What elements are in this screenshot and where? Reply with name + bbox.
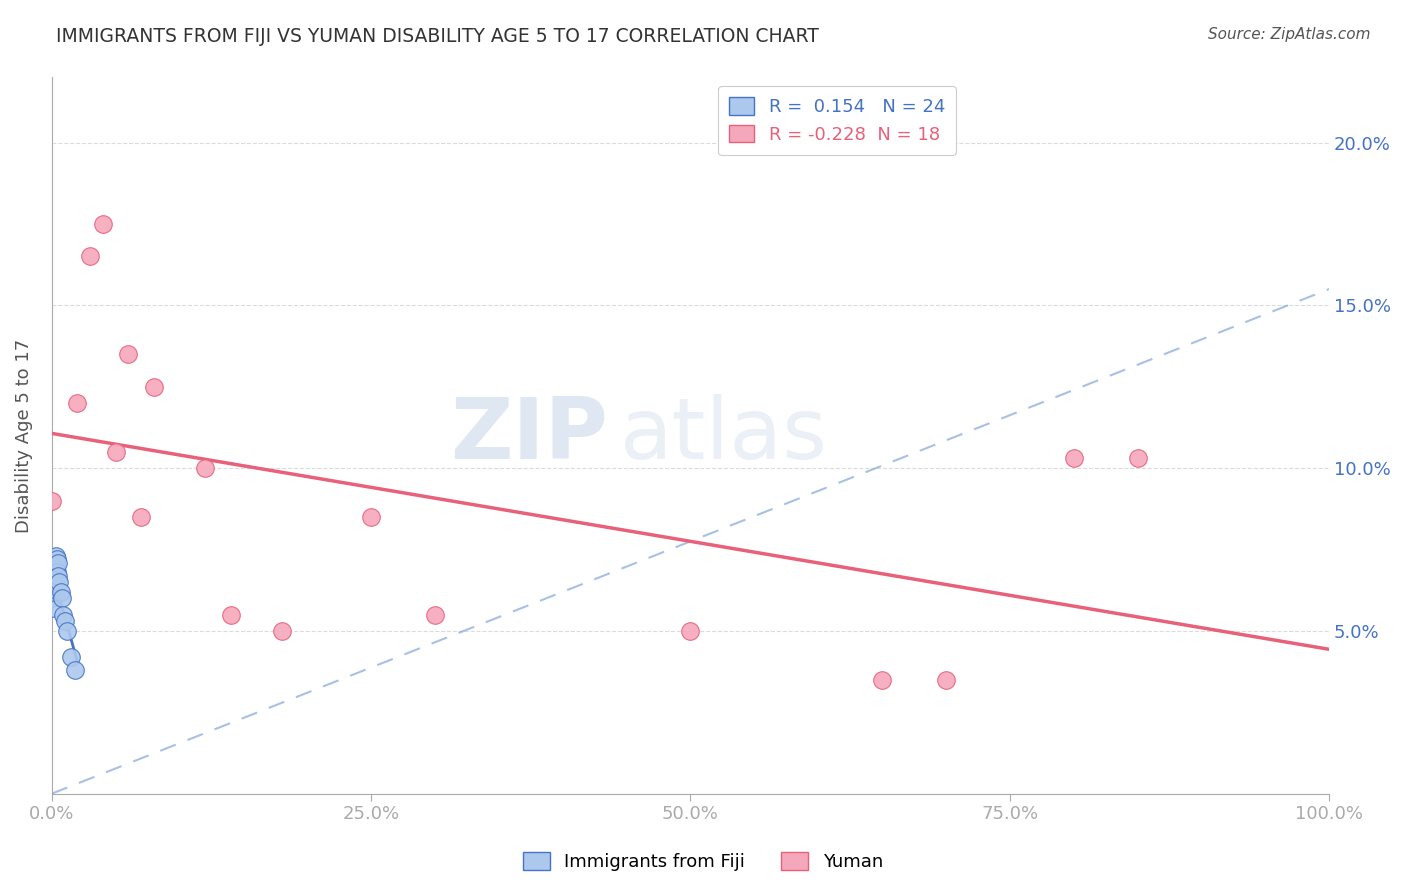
Point bbox=[42, 575, 65, 590]
Point bbox=[46, 556, 69, 570]
Point bbox=[194, 461, 217, 475]
Point bbox=[41, 582, 63, 596]
Point bbox=[44, 582, 66, 596]
Point bbox=[1126, 451, 1149, 466]
Text: IMMIGRANTS FROM FIJI VS YUMAN DISABILITY AGE 5 TO 17 CORRELATION CHART: IMMIGRANTS FROM FIJI VS YUMAN DISABILITY… bbox=[56, 27, 820, 45]
Point bbox=[41, 591, 63, 606]
Point bbox=[870, 673, 893, 687]
Point bbox=[129, 510, 152, 524]
Point bbox=[45, 549, 67, 563]
Point bbox=[117, 347, 139, 361]
Point bbox=[46, 568, 69, 582]
Point bbox=[56, 624, 79, 638]
Point bbox=[44, 558, 66, 573]
Text: Source: ZipAtlas.com: Source: ZipAtlas.com bbox=[1208, 27, 1371, 42]
Legend: R =  0.154   N = 24, R = -0.228  N = 18: R = 0.154 N = 24, R = -0.228 N = 18 bbox=[718, 87, 956, 155]
Point bbox=[66, 396, 89, 410]
Text: atlas: atlas bbox=[620, 394, 828, 477]
Point bbox=[270, 624, 292, 638]
Point bbox=[45, 562, 67, 576]
Point bbox=[52, 607, 75, 622]
Point bbox=[935, 673, 957, 687]
Point bbox=[63, 663, 86, 677]
Point bbox=[79, 250, 101, 264]
Point bbox=[423, 607, 446, 622]
Point bbox=[41, 575, 63, 590]
Point bbox=[49, 584, 72, 599]
Point bbox=[1063, 451, 1085, 466]
Text: ZIP: ZIP bbox=[450, 394, 607, 477]
Point bbox=[44, 568, 66, 582]
Point bbox=[41, 493, 63, 508]
Point bbox=[59, 649, 82, 664]
Point bbox=[142, 380, 165, 394]
Point bbox=[219, 607, 242, 622]
Point bbox=[91, 217, 114, 231]
Point bbox=[45, 566, 67, 580]
Point bbox=[51, 591, 73, 606]
Point bbox=[42, 566, 65, 580]
Point bbox=[41, 601, 63, 615]
Point bbox=[360, 510, 382, 524]
Point bbox=[104, 445, 127, 459]
Point bbox=[679, 624, 702, 638]
Point bbox=[45, 552, 67, 566]
Legend: Immigrants from Fiji, Yuman: Immigrants from Fiji, Yuman bbox=[516, 846, 890, 879]
Point bbox=[48, 575, 70, 590]
Point bbox=[42, 584, 65, 599]
Y-axis label: Disability Age 5 to 17: Disability Age 5 to 17 bbox=[15, 338, 32, 533]
Point bbox=[53, 614, 76, 628]
